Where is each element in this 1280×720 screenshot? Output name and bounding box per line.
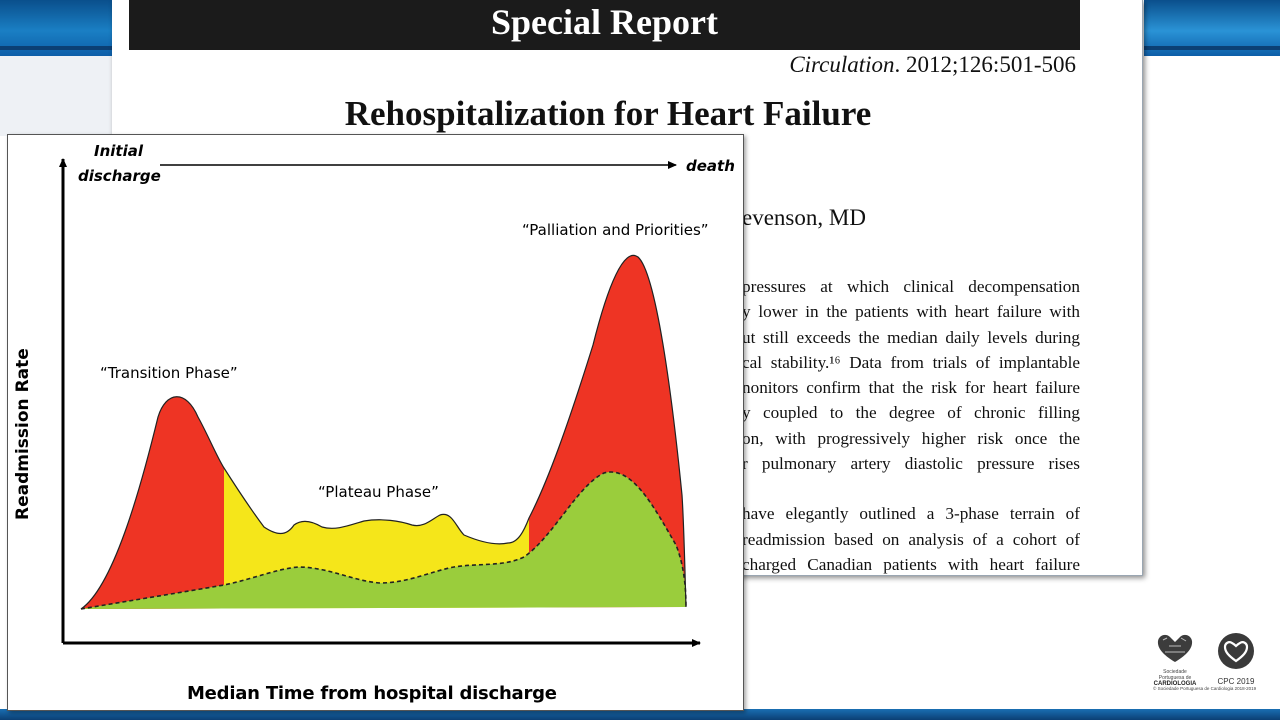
- citation-details: . 2012;126:501-506: [894, 52, 1076, 77]
- spc-logo: Sociedade Portuguesa de CARDIOLOGIA: [1150, 632, 1200, 688]
- transition-phase-area: [81, 396, 224, 609]
- citation: Circulation. 2012;126:501-506: [789, 52, 1076, 78]
- slide-header-band-right: [1144, 0, 1280, 56]
- cpc-heart-icon: [1218, 633, 1254, 669]
- paper-body-text: pressures at which clinical decompensati…: [742, 274, 1080, 575]
- palliation-phase-label: “Palliation and Priorities”: [522, 221, 709, 239]
- body-line: cal stability.¹⁶ Data from trials of imp…: [742, 352, 1080, 372]
- body-line: have elegantly outlined a 3-phase terrai…: [742, 504, 1080, 524]
- body-line: on, with progressively higher risk once …: [742, 428, 1080, 448]
- paper-title: Rehospitalization for Heart Failure: [344, 94, 872, 133]
- body-line: ut still exceeds the median daily levels…: [742, 327, 1080, 347]
- cpc-logo: CPC 2019: [1212, 632, 1260, 686]
- y-axis-label: Readmission Rate: [13, 348, 33, 520]
- report-banner: Special Report: [129, 0, 1080, 50]
- readmission-curve-outline: [80, 254, 687, 610]
- author-line: evenson, MD: [742, 205, 866, 230]
- transition-phase-label: “Transition Phase”: [100, 364, 238, 382]
- diagram-canvas: Initial discharge death “Palliation and …: [13, 142, 735, 704]
- slide-side-panel: [0, 56, 112, 136]
- initial-label: Initial: [94, 142, 144, 160]
- heart-map-icon: [1157, 634, 1193, 662]
- body-line: r pulmonary artery diastolic pressure ri…: [742, 454, 1080, 474]
- body-line: charged Canadian patients with heart fai…: [742, 554, 1080, 574]
- discharge-label: discharge: [78, 167, 161, 185]
- cpc-logo-caption: CPC 2019: [1217, 677, 1255, 686]
- plateau-phase-label: “Plateau Phase”: [318, 483, 439, 501]
- baseline-area: [81, 472, 686, 609]
- spc-logo-line1: Sociedade Portuguesa de: [1158, 669, 1192, 681]
- body-line: y coupled to the degree of chronic filli…: [742, 403, 1080, 423]
- spc-logo-line2: CARDIOLOGIA: [1153, 681, 1197, 687]
- body-line: pressures at which clinical decompensati…: [742, 277, 1080, 296]
- citation-journal: Circulation: [789, 52, 895, 77]
- x-axis-label: Median Time from hospital discharge: [187, 683, 557, 704]
- slide-footer-band: [0, 709, 1280, 720]
- logo-footer-text: © Sociedade Portuguesa de Cardiologia 20…: [1153, 686, 1257, 691]
- body-line: nonitors confirm that the risk for heart…: [742, 378, 1080, 398]
- body-line: y lower in the patients with heart failu…: [742, 302, 1080, 322]
- body-line: readmission based on analysis of a cohor…: [742, 529, 1080, 549]
- baseline-dashed-outline: [80, 471, 687, 610]
- readmission-phase-diagram: Initial discharge death “Palliation and …: [7, 134, 744, 711]
- death-label: death: [686, 157, 735, 175]
- slide-header-band-left: [0, 0, 112, 56]
